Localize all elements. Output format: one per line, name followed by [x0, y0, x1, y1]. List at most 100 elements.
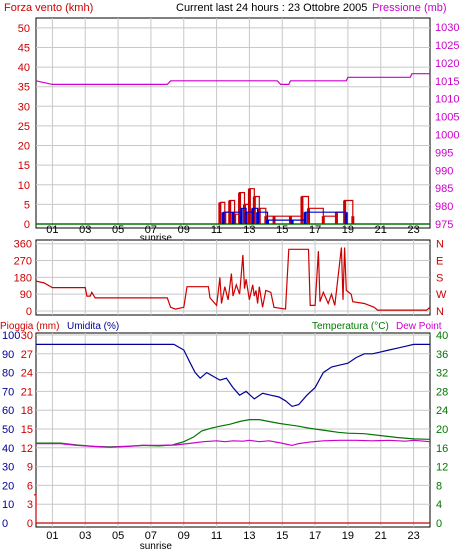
pressure-tick-label: 1005: [435, 112, 459, 124]
rain-line: [34, 494, 430, 524]
rain-tick-label: 18: [21, 405, 33, 417]
temperature-tick-label: 8: [436, 480, 442, 492]
x-tick-label: 07: [145, 224, 157, 236]
rain-tick-label: 15: [21, 424, 33, 436]
rain-tick-label: 21: [21, 386, 33, 398]
humidity-line: [36, 343, 430, 408]
compass-tick-label: S: [436, 272, 443, 284]
wind-tick-label: 15: [18, 160, 30, 172]
humidity-tick-label: 10: [2, 499, 14, 511]
wind-tick-label: 35: [18, 82, 30, 94]
wind-gust-bar: [242, 204, 246, 224]
x-tick-label: 05: [112, 224, 124, 236]
wind-avg-bar: [231, 212, 235, 224]
wind-axis-title: Forza vento (kmh): [4, 2, 93, 14]
pressure-tick-label: 1000: [435, 130, 459, 142]
x-tick-label: 01: [46, 530, 58, 542]
direction-tick-label: 360: [14, 239, 32, 251]
wind-gust-bar: [334, 212, 338, 224]
wind-avg-line: [223, 207, 347, 221]
chart-header-title: Current last 24 hours : 23 Ottobre 2005: [176, 2, 367, 14]
wind-tick-label: 10: [18, 180, 30, 192]
pressure-tick-label: 975: [435, 219, 453, 231]
wind-gust-line: [219, 188, 354, 217]
compass-tick-label: E: [436, 256, 443, 268]
plot-frame: [35, 17, 431, 229]
x-tick-label: 21: [375, 530, 387, 542]
x-tick-label: 03: [79, 530, 91, 542]
wind-tick-label: 45: [18, 42, 30, 54]
x-tick-label: 19: [342, 224, 354, 236]
temperature-tick-label: 24: [436, 405, 448, 417]
pressure-tick-label: 1025: [435, 40, 459, 52]
x-tick-label: 13: [243, 224, 255, 236]
temperature-tick-label: 4: [436, 499, 442, 511]
rain-tick-label: 12: [21, 443, 33, 455]
wind-tick-label: 40: [18, 62, 30, 74]
humidity-tick-label: 20: [2, 480, 14, 492]
wind-avg-bar: [244, 212, 248, 224]
temperature-tick-label: 36: [436, 349, 448, 361]
wind-tick-label: 30: [18, 101, 30, 113]
wind-avg-bar: [251, 208, 255, 224]
dewpoint-line: [36, 439, 431, 448]
wind-tick-label: 25: [18, 121, 30, 133]
direction-tick-label: 90: [20, 289, 32, 301]
direction-tick-label: 180: [14, 272, 32, 284]
wind-tick-label: 5: [24, 199, 30, 211]
pressure-tick-label: 1015: [435, 76, 459, 88]
direction-tick-label: 0: [26, 306, 32, 318]
wind-tick-label: 20: [18, 141, 30, 153]
wind-gust-bar: [247, 188, 251, 224]
x-tick-label: 15: [276, 530, 288, 542]
humidity-tick-label: 60: [2, 405, 14, 417]
pressure-axis-title: Pressione (mb): [372, 2, 447, 14]
temperature-tick-label: 32: [436, 368, 448, 380]
humidity-tick-label: 0: [2, 518, 8, 530]
humidity-tick-label: 40: [2, 443, 14, 455]
pressure-tick-label: 985: [435, 183, 453, 195]
rain-tick-label: 24: [21, 368, 33, 380]
pressure-line: [35, 73, 430, 85]
x-tick-label: 01: [46, 224, 58, 236]
temperature-tick-label: 40: [436, 330, 448, 342]
wind-direction-line: [35, 247, 431, 311]
pressure-tick-label: 1010: [435, 94, 459, 106]
wind-tick-label: 50: [18, 23, 30, 35]
pressure-tick-label: 995: [435, 147, 453, 159]
wind-avg-bar: [265, 220, 269, 224]
wind-avg-bar: [344, 212, 348, 224]
compass-tick-label: N: [436, 239, 444, 251]
x-tick-label: 11: [211, 224, 222, 236]
temperature-tick-label: 12: [436, 462, 448, 474]
rain-tick-label: 6: [27, 480, 33, 492]
temperature-tick-label: 0: [436, 518, 442, 530]
pressure-tick-label: 980: [435, 201, 453, 213]
humidity-tick-label: 100: [2, 330, 20, 342]
x-tick-label: 23: [407, 224, 419, 236]
humidity-tick-label: 90: [2, 349, 14, 361]
rain-tick-label: 3: [27, 499, 33, 511]
wind-avg-bar: [256, 212, 260, 224]
wind-gust-bar: [321, 216, 325, 224]
pressure-tick-label: 990: [435, 165, 453, 177]
wind-avg-bar: [239, 208, 243, 224]
rain-tick-label: 9: [27, 462, 33, 474]
x-tick-label: 03: [79, 224, 91, 236]
wind-pressure-panel: 0510152025303540455097598098599099510001…: [18, 17, 459, 244]
x-tick-label: 13: [243, 530, 255, 542]
compass-tick-label: W: [436, 289, 447, 301]
humidity-tick-label: 50: [2, 424, 14, 436]
wind-gust-bar: [351, 216, 355, 224]
x-tick-label: 09: [178, 224, 190, 236]
pressure-tick-label: 1030: [435, 22, 459, 34]
x-tick-label: 17: [309, 530, 321, 542]
humidity-axis-title: Umidita (%): [67, 321, 119, 332]
wind-gust-bar: [257, 208, 261, 224]
humidity-tick-label: 70: [2, 386, 14, 398]
wind-gust-bar: [264, 216, 268, 224]
x-tick-label: 11: [211, 530, 222, 542]
rain-tick-label: 27: [21, 349, 33, 361]
plot-frame: [35, 332, 431, 528]
wind-avg-bar: [290, 220, 294, 224]
